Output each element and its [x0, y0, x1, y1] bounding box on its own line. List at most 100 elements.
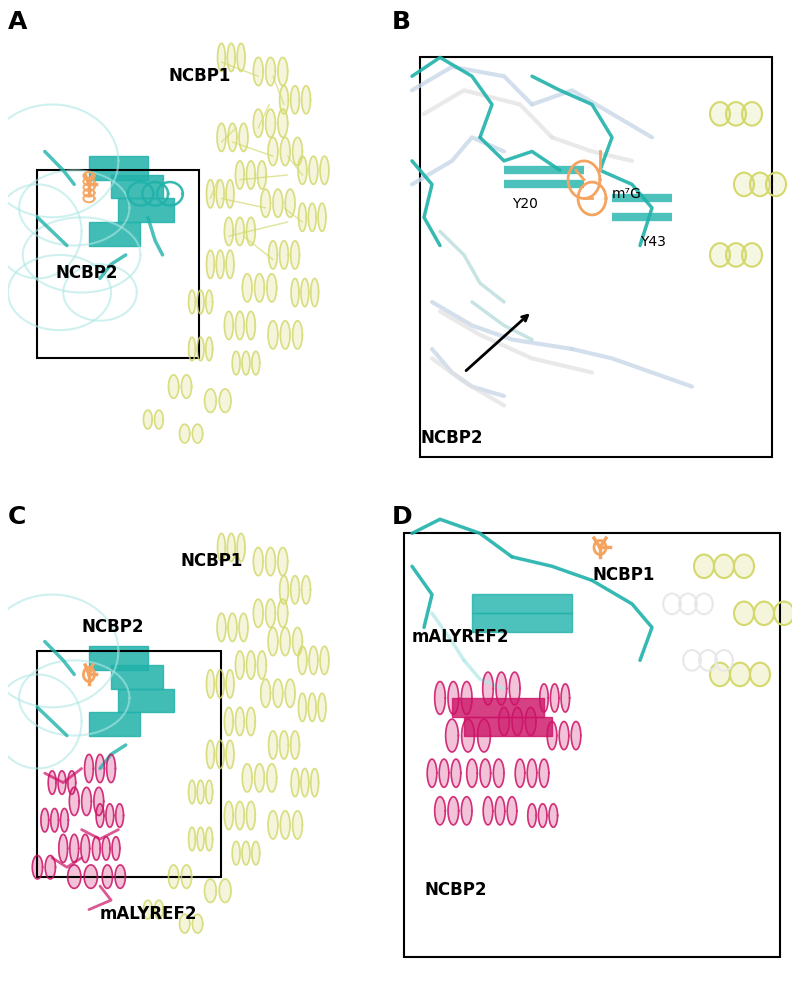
Polygon shape: [246, 161, 255, 189]
Polygon shape: [169, 375, 178, 398]
Polygon shape: [254, 547, 263, 575]
Polygon shape: [102, 837, 110, 860]
Text: mALYREF2: mALYREF2: [412, 628, 510, 645]
Text: NCBP1: NCBP1: [168, 67, 230, 85]
Polygon shape: [235, 312, 244, 340]
Polygon shape: [252, 842, 260, 865]
Polygon shape: [254, 57, 263, 85]
Polygon shape: [242, 351, 250, 375]
Polygon shape: [182, 375, 192, 398]
Polygon shape: [197, 828, 204, 850]
Polygon shape: [68, 865, 81, 888]
Bar: [89, 712, 141, 736]
Bar: [420, 57, 772, 457]
Polygon shape: [448, 681, 458, 715]
Polygon shape: [290, 241, 299, 269]
Polygon shape: [750, 662, 770, 686]
Polygon shape: [226, 180, 234, 208]
Polygon shape: [235, 218, 244, 246]
Polygon shape: [310, 278, 318, 307]
Polygon shape: [206, 780, 213, 804]
Polygon shape: [498, 708, 510, 736]
Polygon shape: [290, 576, 299, 604]
Polygon shape: [448, 797, 458, 825]
Polygon shape: [293, 811, 302, 839]
Polygon shape: [750, 172, 770, 196]
Polygon shape: [237, 44, 245, 71]
Polygon shape: [50, 809, 58, 832]
Polygon shape: [462, 681, 472, 715]
Polygon shape: [515, 759, 525, 787]
Polygon shape: [48, 771, 56, 794]
Polygon shape: [61, 809, 68, 832]
Polygon shape: [45, 855, 55, 879]
Polygon shape: [464, 717, 552, 736]
Polygon shape: [269, 241, 278, 269]
Polygon shape: [547, 722, 557, 749]
Polygon shape: [216, 741, 224, 768]
Text: NCBP1: NCBP1: [181, 552, 243, 570]
Polygon shape: [226, 250, 234, 278]
Polygon shape: [726, 244, 746, 266]
Polygon shape: [224, 218, 234, 246]
Polygon shape: [714, 554, 734, 578]
Polygon shape: [298, 156, 307, 184]
Polygon shape: [451, 759, 461, 787]
Polygon shape: [268, 138, 278, 165]
Polygon shape: [268, 628, 278, 655]
Bar: [404, 534, 780, 956]
Polygon shape: [228, 124, 237, 151]
Text: A: A: [8, 10, 27, 34]
Polygon shape: [197, 338, 204, 360]
Polygon shape: [206, 828, 213, 850]
Polygon shape: [206, 250, 214, 278]
Polygon shape: [528, 804, 536, 828]
Polygon shape: [512, 708, 522, 736]
Polygon shape: [224, 708, 234, 736]
Polygon shape: [102, 865, 113, 888]
Polygon shape: [266, 57, 275, 85]
Polygon shape: [494, 759, 504, 787]
Polygon shape: [742, 102, 762, 126]
Polygon shape: [218, 534, 226, 561]
Polygon shape: [540, 684, 548, 712]
Polygon shape: [179, 915, 190, 933]
Polygon shape: [286, 189, 295, 217]
Polygon shape: [94, 787, 104, 816]
Polygon shape: [730, 662, 750, 686]
Polygon shape: [308, 693, 316, 722]
Polygon shape: [81, 835, 90, 862]
Polygon shape: [254, 764, 264, 792]
Polygon shape: [482, 672, 494, 705]
Polygon shape: [462, 719, 474, 752]
Polygon shape: [279, 576, 289, 604]
Text: D: D: [392, 505, 413, 529]
Polygon shape: [280, 628, 290, 655]
Polygon shape: [734, 602, 754, 625]
Polygon shape: [278, 547, 288, 575]
Polygon shape: [320, 156, 329, 184]
Polygon shape: [112, 837, 120, 860]
Polygon shape: [446, 719, 458, 752]
Polygon shape: [246, 312, 255, 340]
Polygon shape: [189, 338, 195, 360]
Polygon shape: [308, 203, 316, 232]
Polygon shape: [539, 759, 549, 787]
Text: Y43: Y43: [640, 235, 666, 248]
Polygon shape: [278, 599, 288, 628]
Polygon shape: [774, 602, 794, 625]
Polygon shape: [434, 797, 446, 825]
Polygon shape: [293, 321, 302, 348]
Polygon shape: [293, 138, 302, 165]
Polygon shape: [32, 855, 42, 879]
Polygon shape: [169, 865, 178, 888]
Polygon shape: [710, 662, 730, 686]
Polygon shape: [301, 768, 309, 797]
Polygon shape: [466, 759, 478, 787]
Polygon shape: [495, 797, 505, 825]
Polygon shape: [154, 410, 163, 429]
Polygon shape: [472, 613, 572, 633]
Polygon shape: [266, 109, 275, 138]
Text: NCBP2: NCBP2: [420, 429, 482, 447]
Polygon shape: [291, 278, 299, 307]
